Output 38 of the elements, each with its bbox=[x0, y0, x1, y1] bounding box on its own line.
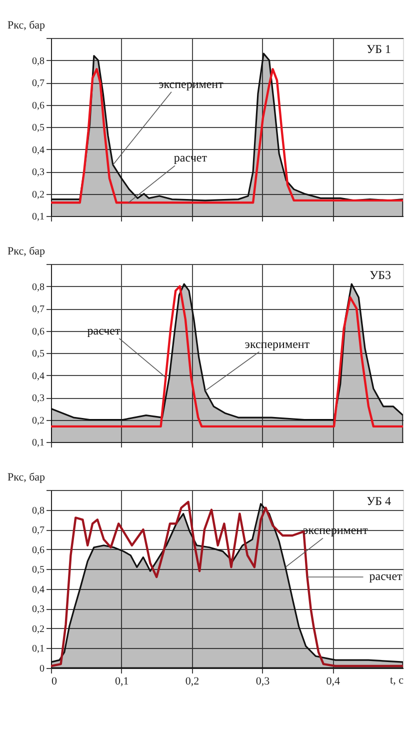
chart-title: УБ 4 bbox=[366, 494, 391, 508]
y-tick-label: 0,2 bbox=[32, 415, 44, 426]
y-tick-label: 0,3 bbox=[32, 604, 44, 616]
y-tick-label: 0,4 bbox=[32, 144, 44, 156]
x-tick-label: 0,2 bbox=[185, 676, 200, 688]
x-axis-title: t, c bbox=[390, 674, 404, 686]
x-tick-label: 0 bbox=[52, 676, 58, 688]
y-tick-label: 0,6 bbox=[32, 100, 44, 112]
y-tick-label: 0,7 bbox=[32, 78, 44, 89]
chart-title: УБ3 bbox=[370, 268, 391, 282]
y-tick-label: 0,1 bbox=[32, 644, 44, 655]
y-tick-label: 0,7 bbox=[32, 304, 44, 315]
y-tick-label: 0,4 bbox=[32, 584, 44, 596]
y-tick-label: 0,6 bbox=[32, 544, 44, 556]
y-tick-label: 0,5 bbox=[32, 348, 44, 360]
x-tick-label: 0,1 bbox=[115, 676, 129, 688]
annotation: расчет bbox=[369, 569, 404, 584]
y-tick-label: 0,1 bbox=[32, 438, 44, 448]
y-tick-label: 0,8 bbox=[32, 505, 44, 516]
y-axis-title: Pкс, бар bbox=[8, 472, 46, 484]
y-axis-title: Pкс, бар bbox=[8, 246, 46, 258]
y-tick-label: 0,8 bbox=[32, 282, 44, 293]
y-tick-label: 0,5 bbox=[32, 564, 44, 576]
y-tick-label: 0,3 bbox=[32, 167, 44, 178]
y-tick-label: 0,7 bbox=[32, 525, 44, 536]
x-tick-label: 0,4 bbox=[326, 676, 340, 688]
chart-title: УБ 1 bbox=[366, 42, 391, 56]
y-tick-label: 0,8 bbox=[32, 56, 44, 67]
y-tick-label: 0,2 bbox=[32, 189, 44, 200]
y-tick-label: 0,2 bbox=[32, 624, 44, 635]
y-tick-label: 0,4 bbox=[32, 370, 44, 382]
y-tick-label: 0,3 bbox=[32, 393, 44, 404]
y-tick-label: 0,1 bbox=[32, 212, 44, 222]
x-tick-label: 0,3 bbox=[256, 676, 270, 688]
y-axis-title: Pкс, бар bbox=[8, 20, 46, 32]
y-tick-label: 0,6 bbox=[32, 326, 44, 338]
y-tick-label: 0,5 bbox=[32, 122, 44, 134]
y-tick-label: 0 bbox=[40, 664, 44, 674]
